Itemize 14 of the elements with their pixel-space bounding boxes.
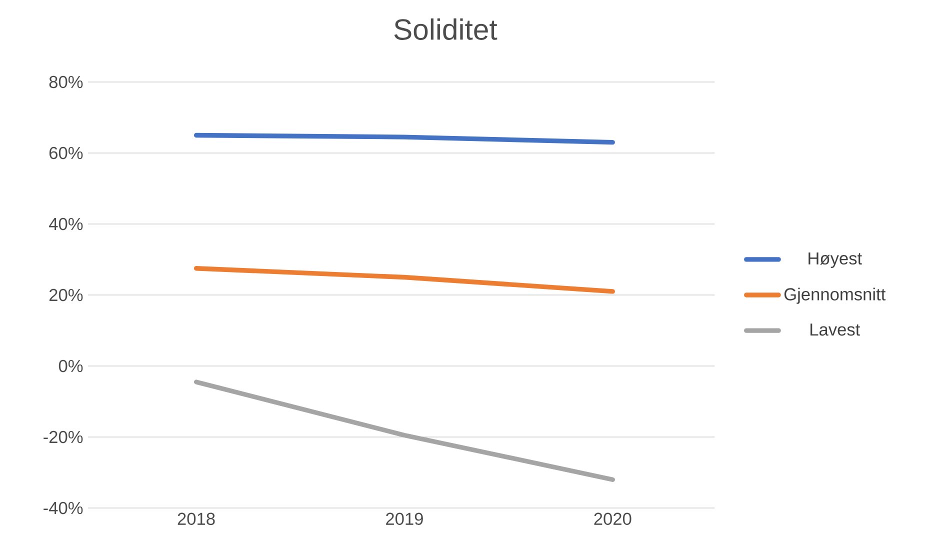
y-tick-label: 20% (49, 289, 83, 302)
y-tick-label: -40% (44, 502, 83, 514)
legend-label: Lavest (810, 324, 860, 336)
x-tick-label: 2019 (386, 512, 423, 526)
y-tick-label: 40% (48, 218, 83, 230)
y-tick-label: 0% (58, 360, 83, 372)
chart-title: Soliditet (394, 18, 498, 40)
y-tick-label: 60% (49, 147, 83, 160)
legend-label: Høyest (808, 252, 862, 268)
x-tick-label: 2018 (178, 512, 215, 526)
legend-label: Gjennomsnitt (784, 288, 886, 304)
y-tick-label: -20% (44, 431, 83, 444)
x-tick-label: 2020 (594, 512, 632, 526)
y-tick-label: 80% (49, 76, 83, 88)
